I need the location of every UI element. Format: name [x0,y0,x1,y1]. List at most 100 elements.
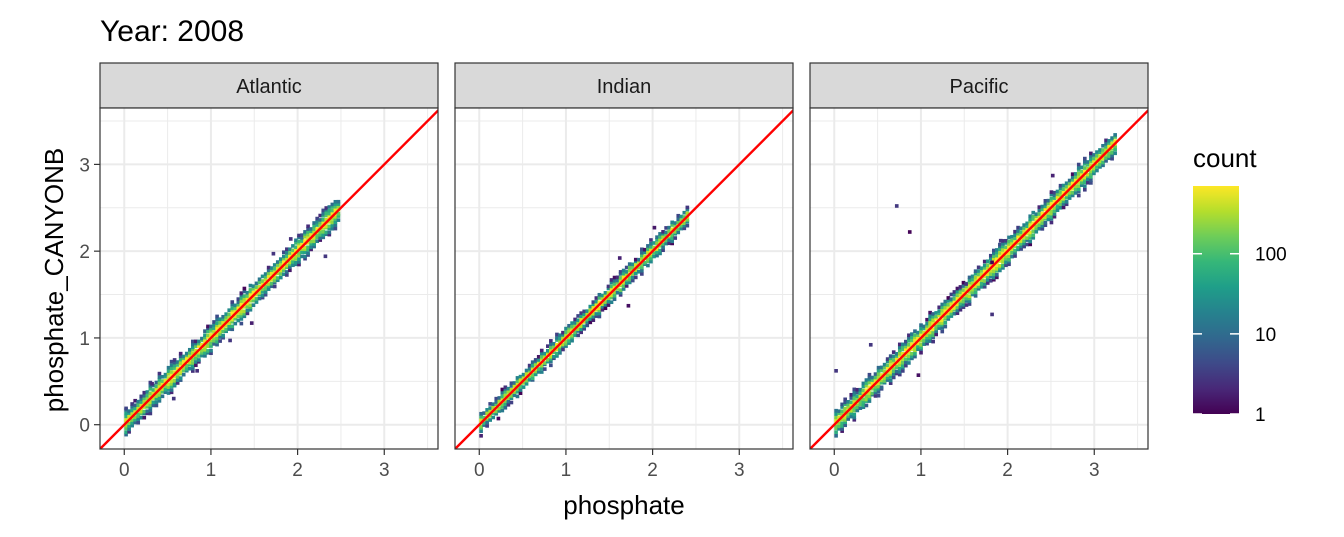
heatmap-bin [904,363,908,368]
heatmap-bin [494,396,499,401]
heatmap-bin [178,361,183,365]
heatmap-bin [145,404,150,409]
heatmap-bin [254,300,259,304]
heatmap-bin [1104,145,1108,149]
heatmap-bin [221,335,225,340]
heatmap-bin [600,293,605,298]
heatmap-bin [1073,175,1078,179]
heatmap-bin [288,268,292,273]
heatmap-bin [1061,205,1066,210]
heatmap-bin [127,414,131,419]
heatmap-bin [227,324,232,329]
heatmap-bin [555,332,559,337]
heatmap-bin [1083,166,1087,170]
heatmap-bin [1092,153,1096,157]
heatmap-bin [1076,171,1081,176]
heatmap-bin [194,363,198,368]
heatmap-bin [967,302,972,306]
heatmap-bin [940,308,945,313]
y-axis-title: phosphate_CANYONB [39,148,69,412]
heatmap-bin [576,327,580,331]
heatmap-bin [515,394,520,399]
heatmap-bin [1070,193,1075,198]
heatmap-bin [191,342,195,347]
heatmap-bin [303,235,307,239]
heatmap-bin [297,241,301,246]
heatmap-bin [172,358,177,362]
heatmap-bin [209,326,213,331]
heatmap-bin [573,333,577,337]
heatmap-bin [327,208,332,213]
heatmap-bin [967,290,972,294]
heatmap-bin [330,202,335,207]
heatmap-bin [1007,259,1011,264]
heatmap-bin [542,354,547,358]
heatmap-bin [1001,263,1005,268]
heatmap-bin [1004,241,1008,245]
heatmap-bin [291,260,295,264]
heatmap-bin [576,329,580,333]
heatmap-bin [673,236,678,240]
heatmap-bin [655,250,659,255]
heatmap-bin [946,305,951,310]
heatmap-bin [992,256,996,261]
heatmap-bin [958,285,963,289]
heatmap-bin [943,324,948,329]
heatmap-bin [603,293,608,298]
heatmap-bin [324,217,329,222]
heatmap-bin [949,308,954,313]
heatmap-bin [558,347,562,352]
heatmap-bin [497,409,502,413]
heatmap-bin [901,369,905,373]
heatmap-bin [834,433,838,438]
heatmap-bin [154,394,159,398]
heatmap-bin [618,278,623,283]
heatmap-bin [542,367,547,371]
heatmap-bin [1013,229,1017,234]
heatmap-bin [1055,192,1060,197]
heatmap-bin [272,266,277,271]
heatmap-bin [1089,159,1093,164]
heatmap-bin [546,349,550,353]
heatmap-bin [1052,190,1057,195]
heatmap-bin [288,254,292,259]
heatmap-bin [549,339,553,343]
heatmap-bin [488,418,492,422]
heatmap-bin [646,263,650,268]
heatmap-bin [194,353,198,358]
heatmap-bin [676,213,681,218]
heatmap-bin [891,366,896,370]
heatmap-bin [1113,133,1117,137]
heatmap-bin [852,408,857,413]
heatmap-bin [864,394,869,399]
heatmap-bin [582,309,587,314]
heatmap-bin [992,277,996,282]
heatmap-bin [1046,217,1051,222]
heatmap-bin [315,239,319,244]
heatmap-bin [1058,183,1063,188]
heatmap-bin [591,305,596,309]
heatmap-bin [206,329,210,333]
heatmap-bin [998,238,1003,243]
heatmap-bin [191,366,195,371]
heatmap-bin [894,352,899,356]
heatmap-bin [867,396,872,400]
heatmap-bin [667,229,671,234]
x-tick-label: 2 [647,460,658,481]
heatmap-bin [324,230,329,235]
heatmap-bin [515,379,520,384]
heatmap-bin [864,383,869,388]
heatmap-bin [961,280,966,285]
heatmap-bin [209,324,213,329]
heatmap-bin [868,342,873,347]
heatmap-bin [282,254,286,259]
heatmap-bin [157,396,162,400]
heatmap-bin [327,214,332,219]
heatmap-bin [1104,147,1108,152]
heatmap-bin [139,397,144,401]
heatmap-bin [594,299,599,304]
heatmap-bin [539,366,544,371]
heatmap-bin [570,321,574,325]
heatmap-bin [1058,199,1063,203]
heatmap-bin [1061,196,1066,201]
